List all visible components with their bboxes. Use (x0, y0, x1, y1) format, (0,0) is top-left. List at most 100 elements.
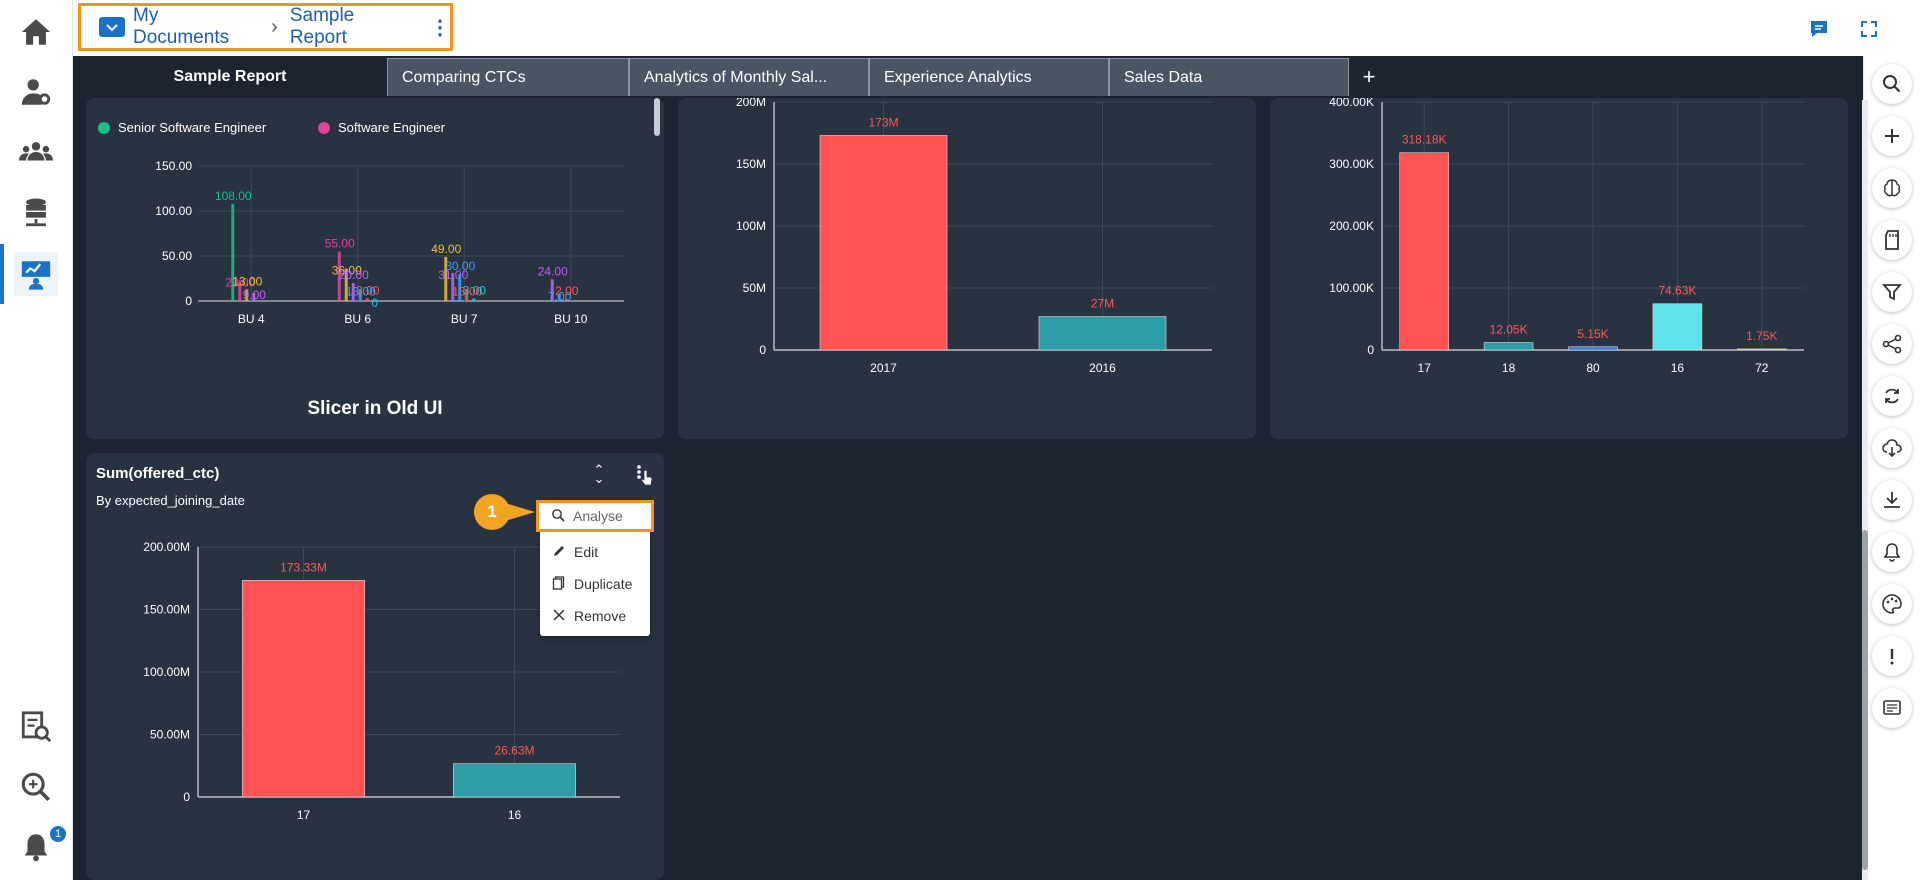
message-icon[interactable] (1872, 688, 1912, 728)
y-tick-label: 0 (185, 294, 192, 308)
bar-value-label: 49.00 (431, 242, 461, 256)
breadcrumb-separator: › (271, 15, 278, 38)
bar (1652, 303, 1703, 351)
legend-item-software: Software Engineer (318, 120, 445, 135)
bar-value-label: 173M (868, 115, 898, 129)
user-settings-icon[interactable] (14, 70, 58, 114)
main-scroll-track (1862, 100, 1868, 880)
year-chart: 0 50M 100M 150M 200M 173M 2017 27M 2016 (736, 98, 1212, 375)
bar (458, 274, 462, 301)
tab-comparing-ctcs[interactable]: Comparing CTCs (387, 58, 629, 96)
main-scrollbar[interactable] (1862, 530, 1868, 870)
x-tick-label: 72 (1755, 361, 1769, 375)
widget-menu-icon[interactable] (634, 463, 654, 487)
share-icon[interactable] (1872, 324, 1912, 364)
bar-value-label: 2.00 (555, 284, 579, 298)
expand-collapse-icon[interactable]: ⌃ ⌄ (593, 462, 605, 486)
breadcrumb-report[interactable]: Sample Report (289, 5, 355, 48)
x-tick-label: BU 4 (238, 312, 265, 326)
bar-value-label: 13.00 (452, 284, 482, 298)
bar-value-label: 5.15K (1577, 327, 1608, 341)
palette-icon[interactable] (1872, 584, 1912, 624)
bar (238, 280, 242, 301)
comment-icon[interactable] (1808, 18, 1830, 40)
bar (1483, 342, 1534, 351)
slicer-footer-title: Slicer in Old UI (307, 398, 443, 419)
bar (1568, 346, 1618, 351)
sd-card-icon[interactable] (1872, 220, 1912, 260)
y-tick-label: 50.00M (150, 728, 190, 742)
bar (231, 203, 235, 301)
bar-value-label: 30.00 (445, 259, 475, 273)
bar (337, 251, 341, 301)
add-tab-button[interactable]: + (1362, 64, 1376, 89)
cloud-download-icon[interactable] (1872, 428, 1912, 468)
bar-value-label: 20.00 (339, 268, 369, 282)
bar (351, 283, 355, 301)
tab-analytics-monthly-sal[interactable]: Analytics of Monthly Sal... (629, 58, 869, 96)
copy-icon (552, 575, 566, 593)
add-icon[interactable] (1872, 116, 1912, 156)
tab-sample-report[interactable]: Sample Report (73, 58, 387, 96)
bar (1737, 348, 1787, 351)
menu-item-label: Duplicate (574, 576, 633, 592)
bar-value-label: 23.00 (225, 275, 255, 289)
bar (365, 298, 369, 301)
panel-scrollbar[interactable] (654, 98, 660, 136)
y-tick-label: 300.00K (1329, 157, 1374, 171)
y-tick-label: 50M (743, 281, 766, 295)
bar (557, 294, 561, 301)
alert-icon[interactable] (1872, 636, 1912, 676)
x-tick-label: 16 (1671, 361, 1685, 375)
pencil-icon (552, 544, 566, 561)
download-icon[interactable] (1872, 480, 1912, 520)
menu-item-duplicate[interactable]: Duplicate (540, 568, 650, 600)
breadcrumb: My Documents › Sample Report ⋮ (78, 3, 453, 51)
breadcrumb-folder-link[interactable]: My Documents (133, 5, 230, 48)
notification-badge: 1 (50, 826, 66, 842)
y-tick-label: 100.00 (155, 204, 192, 218)
bar (451, 273, 455, 301)
top-bar (73, 0, 1920, 57)
widget-title: Sum(offered_ctc) (96, 465, 220, 482)
database-icon[interactable] (14, 190, 58, 234)
bar-value-label: 3.00 (356, 283, 380, 297)
report-search-icon[interactable] (14, 705, 58, 749)
bar (819, 135, 948, 351)
x-tick-label: 17 (297, 808, 311, 822)
filter-icon[interactable] (1872, 272, 1912, 312)
notification-bell-icon[interactable] (14, 825, 58, 869)
menu-item-analyse[interactable]: Analyse (536, 500, 654, 532)
report-tab-bar: Sample Report Comparing CTCs Analytics o… (73, 58, 1863, 98)
tab-experience-analytics[interactable]: Experience Analytics (869, 58, 1109, 96)
search-icon[interactable] (1872, 64, 1912, 104)
y-tick-label: 200.00K (1329, 219, 1374, 233)
home-icon[interactable] (14, 10, 58, 54)
menu-item-remove[interactable]: Remove (540, 600, 650, 632)
y-tick-label: 150.00M (143, 603, 190, 617)
y-tick-label: 150M (736, 157, 766, 171)
bar-value-label: 173.33M (280, 560, 327, 574)
more-vertical-icon[interactable]: ⋮ (430, 16, 450, 39)
legend-label: Senior Software Engineer (118, 120, 267, 135)
search-data-icon[interactable] (14, 765, 58, 809)
refresh-icon[interactable] (1872, 376, 1912, 416)
y-tick-label: 100M (736, 219, 766, 233)
bar-value-label: 36.00 (332, 264, 362, 278)
brain-icon[interactable] (1872, 168, 1912, 208)
bar (1038, 316, 1167, 351)
legend-dot (318, 121, 330, 134)
widget-subtitle: By expected_joining_date (96, 493, 245, 508)
x-tick-label: 2017 (870, 361, 897, 375)
widget-context-menu: Analyse Edit Duplicate Remove (536, 500, 654, 636)
tab-sales-data[interactable]: Sales Data (1109, 58, 1349, 96)
menu-item-label: Analyse (573, 508, 623, 524)
fullscreen-icon[interactable] (1858, 18, 1880, 40)
menu-item-edit[interactable]: Edit (540, 536, 650, 568)
menu-item-label: Edit (574, 544, 599, 560)
presentation-icon[interactable] (14, 252, 58, 296)
users-group-icon[interactable] (14, 130, 58, 174)
bell-icon[interactable] (1872, 532, 1912, 572)
y-tick-label: 200M (736, 98, 766, 109)
bar (550, 279, 554, 301)
